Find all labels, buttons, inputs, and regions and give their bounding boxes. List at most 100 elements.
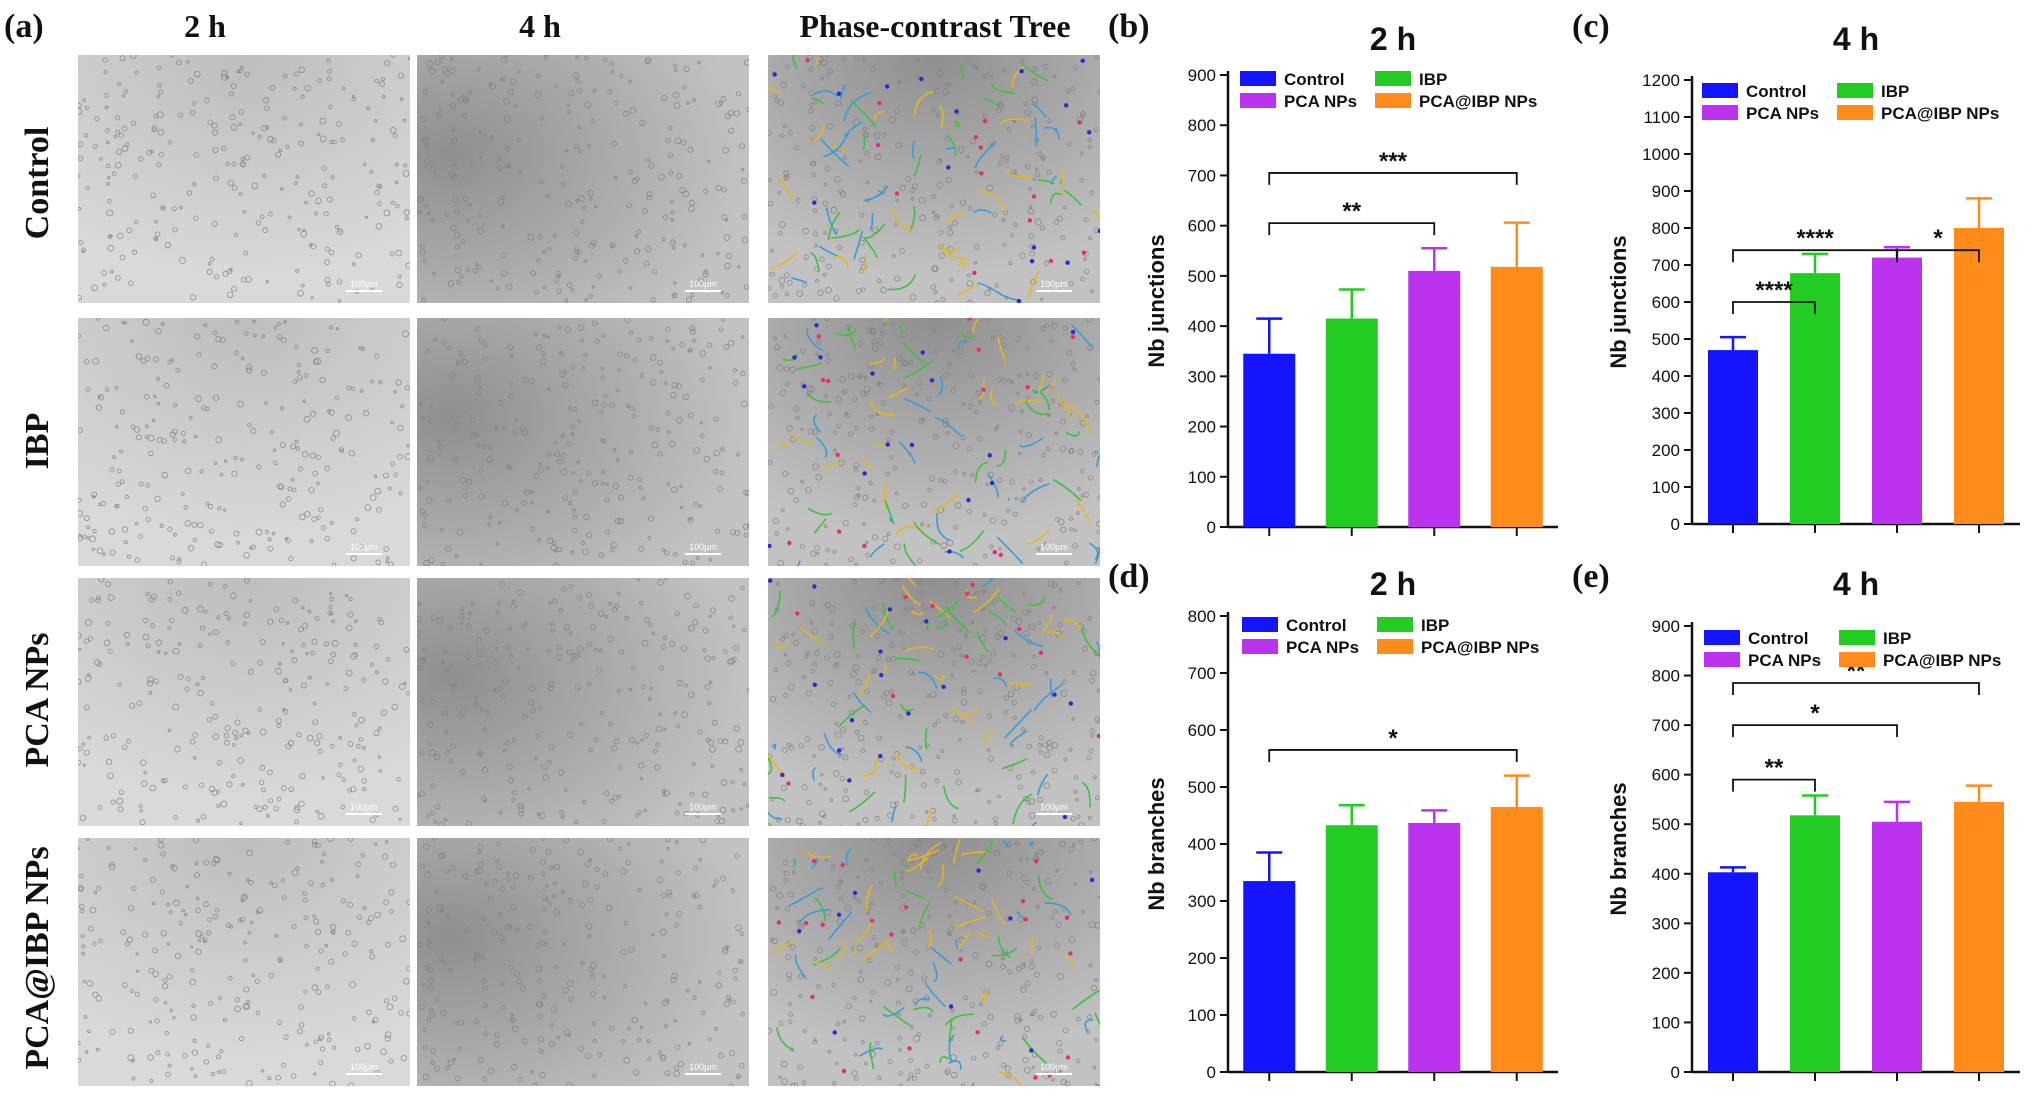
y-tick-label: 300 (1188, 367, 1216, 386)
bar-control (1243, 881, 1296, 1072)
micrograph-pca-ibp-nps-4h: 100μm (417, 838, 749, 1086)
legend-swatch (1704, 652, 1740, 667)
micrograph-ibp-tree: 100μm (768, 318, 1100, 566)
bar-ibp (1790, 273, 1840, 524)
y-tick-label: 300 (1652, 404, 1680, 423)
legend-swatch (1837, 83, 1873, 98)
y-tick-label: 100 (1652, 478, 1680, 497)
bar-control (1708, 872, 1758, 1072)
bar-pca-nps (1872, 821, 1922, 1072)
legend-swatch (1377, 617, 1413, 632)
y-tick-label: 900 (1652, 182, 1680, 201)
y-tick-label: 600 (1188, 721, 1216, 740)
legend-label: PCA NPs (1284, 92, 1357, 111)
chart-e-branches-4h: 4 h Nb branches 0 100 200 300 400 500 600 700 800 9… (1602, 550, 2042, 1097)
svg-text:100μm: 100μm (689, 1062, 717, 1072)
legend-label: IBP (1419, 70, 1447, 89)
bar-pca-nps (1408, 822, 1461, 1072)
svg-text:100μm: 100μm (1040, 279, 1068, 289)
y-axis-label: Nb junctions (1144, 234, 1169, 367)
row-label-pca-ibp-nps: PCA@IBP NPs (19, 846, 56, 1070)
legend-label: PCA NPs (1748, 651, 1821, 670)
micrograph-pca-ibp-nps-2h: 100μm (78, 838, 410, 1086)
panel-a-letter: (a) (4, 8, 44, 45)
y-axis-label: Nb junctions (1606, 235, 1631, 368)
significance-label: * (1933, 225, 1943, 252)
y-tick-label: 700 (1652, 716, 1680, 735)
micrograph-pca-nps-tree: 100μm (768, 578, 1100, 826)
row-label-control: Control (19, 126, 56, 240)
legend-swatch (1377, 639, 1413, 654)
legend-swatch (1837, 105, 1873, 120)
y-tick-label: 700 (1652, 256, 1680, 275)
chart-title: 2 h (1370, 566, 1416, 602)
significance-label: ** (1765, 755, 1784, 782)
legend-swatch (1240, 93, 1276, 108)
y-tick-label: 400 (1188, 317, 1216, 336)
significance-bracket (1268, 172, 1518, 185)
y-tick-label: 500 (1652, 330, 1680, 349)
panel-b-letter: (b) (1108, 8, 1150, 45)
significance-label: **** (1796, 225, 1834, 252)
micrograph-pca-ibp-nps-tree: 100μm (768, 838, 1100, 1086)
bar-ibp (1790, 815, 1840, 1072)
y-tick-label: 500 (1652, 815, 1680, 834)
micrograph-pca-nps-2h: 100μm (78, 578, 410, 826)
panel-c-letter: (c) (1572, 8, 1610, 45)
legend-swatch (1702, 105, 1738, 120)
y-tick-label: 400 (1652, 367, 1680, 386)
y-tick-label: 100 (1188, 468, 1216, 487)
y-tick-label: 400 (1188, 835, 1216, 854)
legend-label: IBP (1883, 629, 1911, 648)
micrograph-ibp-4h: 100μm (417, 318, 749, 566)
y-tick-label: 600 (1652, 766, 1680, 785)
y-tick-label: 900 (1652, 617, 1680, 636)
significance-label: ** (1342, 198, 1361, 225)
column-header-2h: 2 h (184, 8, 226, 44)
chart-title: 4 h (1833, 566, 1879, 602)
legend-swatch (1702, 83, 1738, 98)
y-tick-label: 0 (1207, 1063, 1216, 1082)
y-tick-label: 300 (1188, 892, 1216, 911)
bar-ibp (1325, 318, 1378, 527)
y-tick-label: 900 (1188, 66, 1216, 85)
chart-title: 4 h (1833, 21, 1879, 57)
legend-label: Control (1284, 70, 1344, 89)
y-tick-label: 200 (1188, 418, 1216, 437)
legend-label: Control (1286, 616, 1346, 635)
y-tick-label: 1200 (1642, 71, 1680, 90)
legend-swatch (1240, 71, 1276, 86)
micrograph-pca-nps-4h: 100μm (417, 578, 749, 826)
y-tick-label: 500 (1188, 778, 1216, 797)
bar-pca-ibp-nps (1490, 806, 1543, 1072)
bar-pca-nps (1408, 270, 1461, 527)
legend-label: Control (1746, 82, 1806, 101)
y-tick-label: 300 (1652, 914, 1680, 933)
svg-text:100μm: 100μm (689, 279, 717, 289)
legend-label: PCA@IBP NPs (1419, 92, 1537, 111)
y-axis-label: Nb branches (1144, 777, 1169, 910)
bar-ibp (1325, 825, 1378, 1072)
y-tick-label: 1100 (1643, 108, 1680, 127)
bar-control (1243, 353, 1296, 527)
significance-bracket (1268, 749, 1518, 762)
legend-swatch (1839, 630, 1875, 645)
svg-text:100μm: 100μm (689, 802, 717, 812)
svg-text:100μm: 100μm (350, 802, 378, 812)
y-tick-label: 800 (1652, 219, 1680, 238)
chart-b-junctions-2h: 2 h Nb junctions 0 100 200 300 400 500 600 700 800… (1140, 0, 1580, 550)
y-tick-label: 800 (1188, 116, 1216, 135)
y-tick-label: 800 (1652, 667, 1680, 686)
significance-bracket (1732, 301, 1816, 314)
y-tick-label: 700 (1188, 166, 1216, 185)
micrograph-control-4h: 100μm (417, 55, 749, 303)
significance-label: * (1388, 725, 1398, 752)
y-tick-label: 200 (1652, 964, 1680, 983)
significance-label: * (1810, 700, 1820, 727)
legend-swatch (1375, 93, 1411, 108)
y-tick-label: 100 (1188, 1006, 1216, 1025)
bar-pca-ibp-nps (1954, 801, 2004, 1072)
chart-c-junctions-4h: 4 h Nb junctions 0 100 200 300 400 500 600 700 800… (1602, 0, 2042, 550)
column-header-4h: 4 h (519, 8, 561, 44)
svg-text:100μm: 100μm (1040, 1062, 1068, 1072)
